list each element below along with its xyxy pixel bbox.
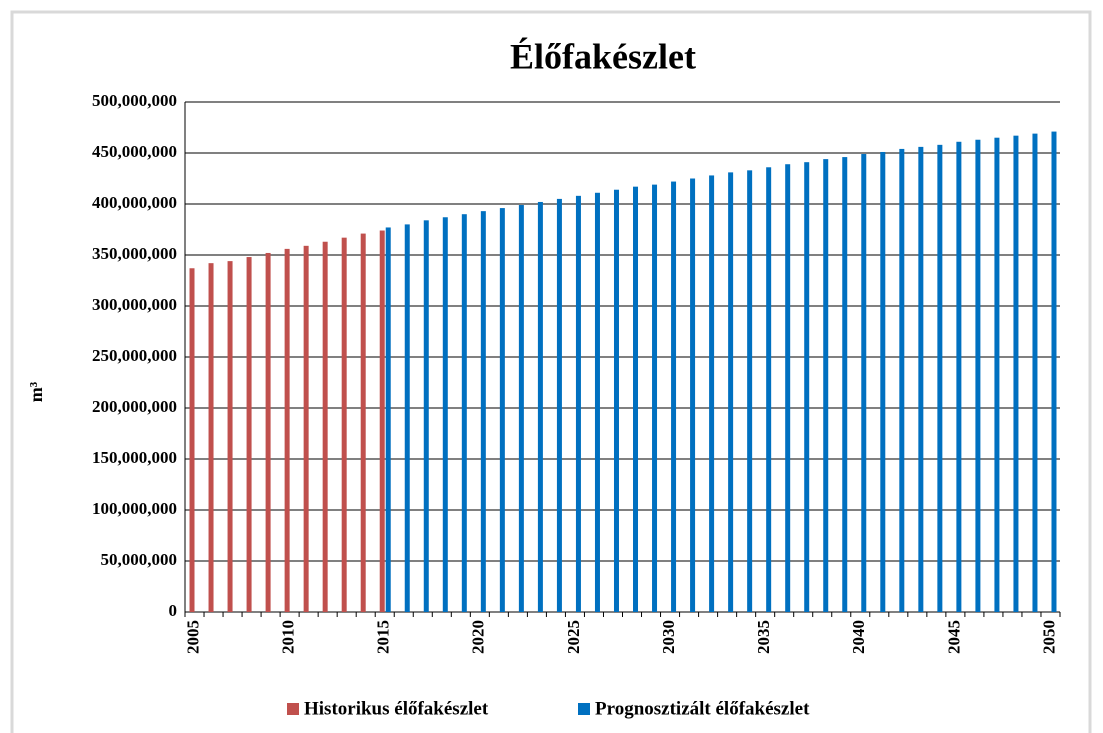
chart-title: Élőfakészlet (510, 36, 696, 76)
y-tick-label: 350,000,000 (92, 244, 177, 263)
bar (518, 205, 524, 612)
bar (633, 186, 639, 612)
bar (189, 268, 195, 612)
bar (423, 220, 429, 612)
bar (594, 192, 600, 612)
x-tick-label: 2020 (469, 620, 488, 654)
bar (785, 164, 791, 612)
bar (766, 167, 772, 612)
bar (899, 148, 905, 613)
bar (975, 139, 981, 613)
bar (842, 157, 848, 612)
bar (284, 248, 290, 612)
bar (265, 252, 271, 612)
y-tick-label: 0 (169, 601, 178, 620)
y-axis-label: m³ (26, 381, 46, 402)
bar (613, 189, 619, 612)
bar (379, 230, 385, 612)
legend-swatch (578, 703, 590, 715)
bar (956, 141, 962, 612)
bar (303, 245, 309, 612)
bar (728, 172, 734, 612)
bar (575, 195, 581, 612)
legend-label: Prognosztizált élőfakészlet (595, 698, 810, 719)
legend-label: Historikus élőfakészlet (304, 698, 489, 719)
bar (994, 137, 1000, 612)
bar (804, 162, 810, 612)
y-tick-label: 500,000,000 (92, 91, 177, 110)
x-tick-label: 2010 (279, 620, 298, 654)
bar (709, 175, 715, 612)
bar (1051, 131, 1057, 612)
y-tick-label: 100,000,000 (92, 499, 177, 518)
legend-swatch (287, 703, 299, 715)
bar (404, 224, 410, 612)
bar (880, 151, 886, 613)
bar (208, 263, 214, 612)
bar (1013, 135, 1019, 612)
y-tick-label: 300,000,000 (92, 295, 177, 314)
chart-frame (10, 10, 1092, 733)
bar (385, 227, 391, 612)
y-tick-label: 250,000,000 (92, 346, 177, 365)
bar (227, 261, 233, 612)
bar (652, 184, 658, 612)
bar (246, 257, 252, 612)
bar (937, 144, 943, 612)
y-tick-label: 200,000,000 (92, 397, 177, 416)
x-tick-label: 2040 (849, 620, 868, 654)
bar (461, 214, 467, 612)
bar (480, 211, 486, 612)
x-tick-label: 2050 (1039, 620, 1058, 654)
x-tick-label: 2035 (754, 620, 773, 654)
bar (360, 233, 366, 612)
bar (341, 237, 347, 612)
bar (690, 178, 696, 612)
bar (556, 198, 562, 612)
bar (1032, 133, 1038, 612)
bar (499, 208, 505, 612)
x-tick-label: 2015 (374, 620, 393, 654)
y-tick-label: 150,000,000 (92, 448, 177, 467)
y-tick-label: 50,000,000 (101, 550, 178, 569)
bar (671, 181, 677, 612)
bar (442, 217, 448, 612)
bar (322, 241, 328, 613)
bar (537, 201, 543, 612)
x-tick-label: 2025 (564, 620, 583, 654)
bar (861, 154, 867, 612)
x-tick-label: 2045 (944, 620, 963, 654)
bar (918, 146, 924, 612)
bar (747, 170, 753, 612)
x-tick-label: 2005 (183, 620, 202, 654)
bar (823, 159, 829, 612)
x-tick-label: 2030 (659, 620, 678, 654)
y-tick-label: 450,000,000 (92, 142, 177, 161)
y-tick-label: 400,000,000 (92, 193, 177, 212)
